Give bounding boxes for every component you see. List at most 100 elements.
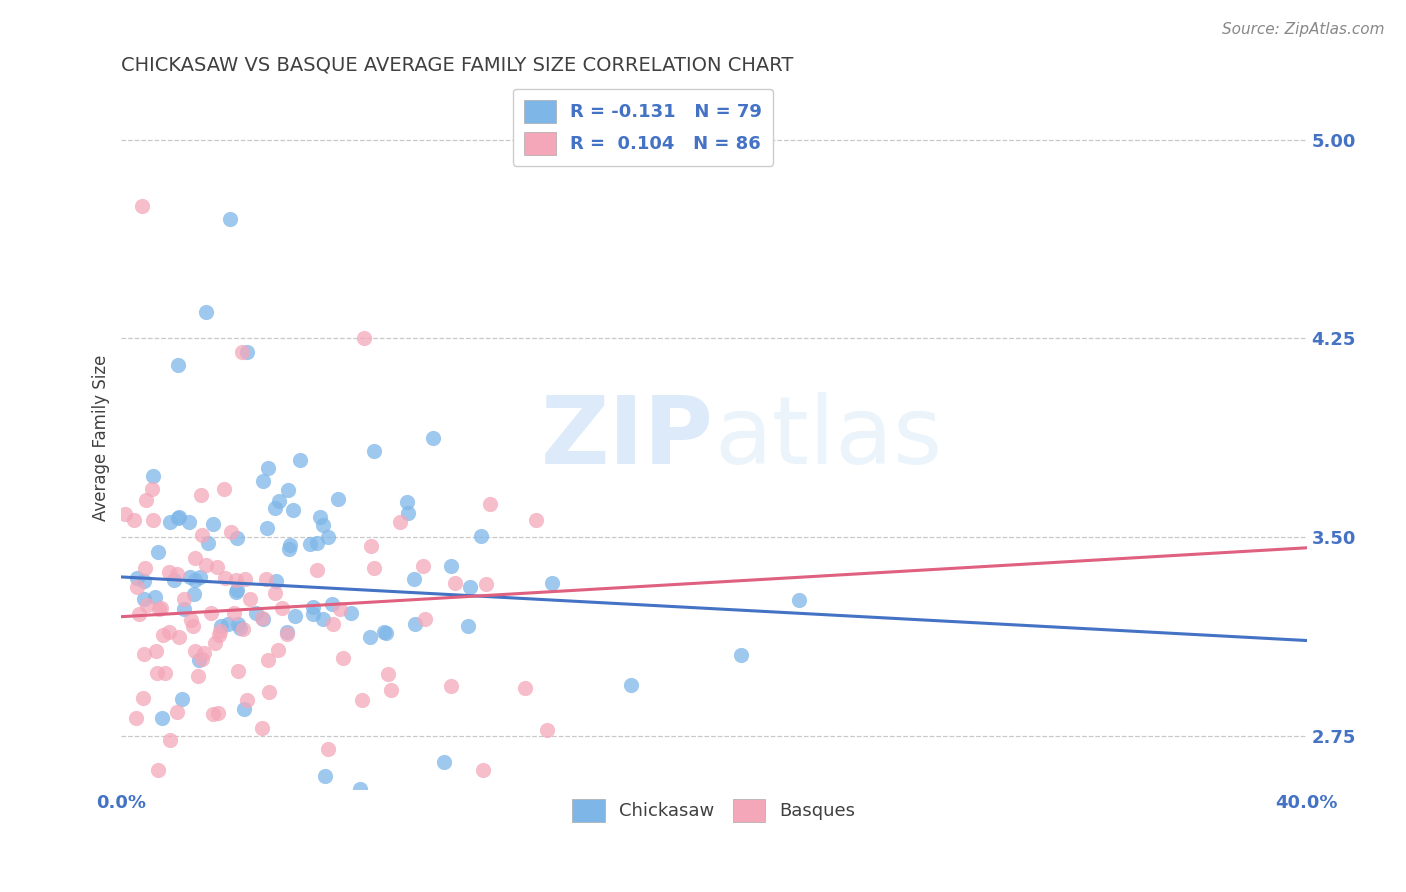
Point [524, 513, 547, 527]
Point [163, 573, 186, 587]
Point [225, 574, 247, 588]
Text: Source: ZipAtlas.com: Source: ZipAtlas.com [1222, 22, 1385, 37]
Point [159, 733, 181, 747]
Point [127, 571, 149, 585]
Point [440, 558, 463, 573]
Point [134, 574, 156, 589]
Point [257, 460, 280, 475]
Point [312, 517, 335, 532]
Point [236, 693, 259, 707]
Point [404, 572, 426, 586]
Text: ZIP: ZIP [541, 392, 714, 483]
Point [322, 616, 344, 631]
Point [388, 515, 411, 529]
Point [433, 756, 456, 770]
Point [257, 684, 280, 698]
Point [157, 565, 180, 579]
Point [245, 607, 267, 621]
Point [478, 497, 501, 511]
Point [217, 616, 239, 631]
Point [321, 597, 343, 611]
Point [298, 537, 321, 551]
Point [536, 723, 558, 737]
Point [188, 570, 211, 584]
Point [252, 612, 274, 626]
Point [135, 493, 157, 508]
Point [166, 567, 188, 582]
Point [183, 573, 205, 587]
Point [288, 453, 311, 467]
Point [314, 769, 336, 783]
Point [167, 358, 190, 372]
Point [132, 647, 155, 661]
Point [226, 616, 249, 631]
Point [200, 607, 222, 621]
Point [302, 600, 325, 615]
Point [219, 525, 242, 540]
Point [236, 344, 259, 359]
Point [183, 587, 205, 601]
Point [146, 545, 169, 559]
Point [264, 574, 287, 588]
Point [360, 539, 382, 553]
Point [188, 653, 211, 667]
Point [208, 628, 231, 642]
Point [380, 682, 402, 697]
Point [202, 516, 225, 531]
Point [359, 630, 381, 644]
Point [131, 199, 153, 213]
Point [142, 513, 165, 527]
Y-axis label: Average Family Size: Average Family Size [93, 355, 110, 521]
Point [232, 702, 254, 716]
Point [184, 643, 207, 657]
Point [218, 212, 240, 227]
Legend: Chickasaw, Basques: Chickasaw, Basques [565, 791, 863, 829]
Point [181, 619, 204, 633]
Point [787, 592, 810, 607]
Point [142, 468, 165, 483]
Point [307, 536, 329, 550]
Point [278, 538, 301, 552]
Point [150, 601, 173, 615]
Point [312, 612, 335, 626]
Point [278, 542, 301, 557]
Point [114, 507, 136, 521]
Point [228, 621, 250, 635]
Point [470, 529, 492, 543]
Point [132, 690, 155, 705]
Text: CHICKASAW VS BASQUE AVERAGE FAMILY SIZE CORRELATION CHART: CHICKASAW VS BASQUE AVERAGE FAMILY SIZE … [121, 55, 794, 74]
Point [193, 646, 215, 660]
Point [207, 706, 229, 721]
Point [316, 742, 339, 756]
Point [212, 483, 235, 497]
Point [146, 666, 169, 681]
Point [153, 665, 176, 680]
Point [148, 601, 170, 615]
Point [191, 651, 214, 665]
Point [226, 583, 249, 598]
Point [127, 580, 149, 594]
Point [143, 590, 166, 604]
Point [340, 606, 363, 620]
Point [264, 501, 287, 516]
Point [256, 521, 278, 535]
Point [373, 624, 395, 639]
Point [460, 580, 482, 594]
Point [305, 563, 328, 577]
Point [226, 665, 249, 679]
Point [257, 653, 280, 667]
Point [194, 305, 217, 319]
Point [332, 651, 354, 665]
Point [363, 443, 385, 458]
Point [232, 622, 254, 636]
Point [412, 558, 434, 573]
Point [250, 611, 273, 625]
Point [254, 572, 277, 586]
Point [231, 344, 253, 359]
Point [150, 710, 173, 724]
Point [205, 560, 228, 574]
Point [515, 681, 537, 696]
Point [730, 648, 752, 663]
Point [233, 572, 256, 586]
Point [620, 678, 643, 692]
